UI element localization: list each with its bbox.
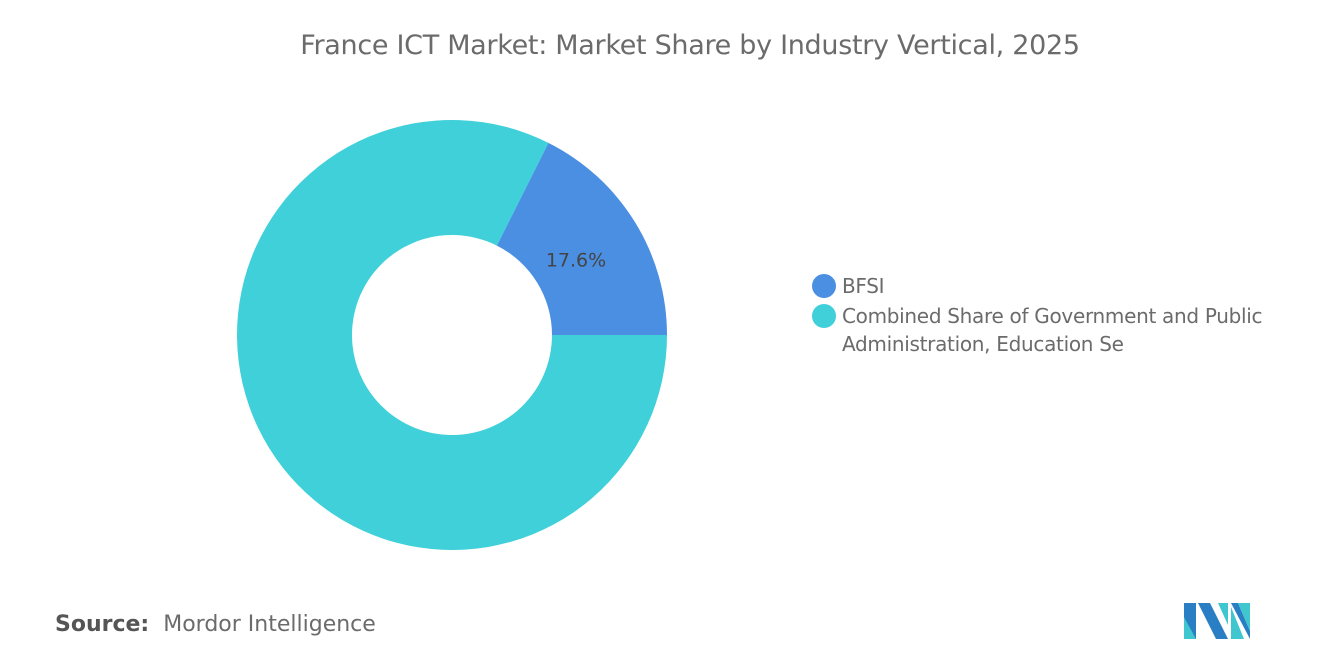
legend-swatch	[812, 304, 836, 328]
source-label: Source:	[55, 612, 150, 637]
legend: BFSI Combined Share of Government and Pu…	[812, 272, 1292, 360]
legend-item-bfsi[interactable]: BFSI	[812, 272, 1292, 300]
legend-item-combined[interactable]: Combined Share of Government and Public …	[812, 302, 1292, 358]
source-note: Source: Mordor Intelligence	[55, 612, 376, 637]
slice-0[interactable]	[496, 142, 667, 335]
chart-title: France ICT Market: Market Share by Indus…	[300, 30, 1080, 61]
slice-1[interactable]	[236, 119, 667, 551]
source-value: Mordor Intelligence	[163, 612, 376, 637]
data-label-0: 17.6%	[546, 249, 606, 271]
legend-label: Combined Share of Government and Public …	[842, 304, 1263, 356]
legend-label: BFSI	[842, 274, 885, 298]
mordor-logo	[1184, 603, 1250, 639]
legend-swatch	[812, 274, 836, 298]
